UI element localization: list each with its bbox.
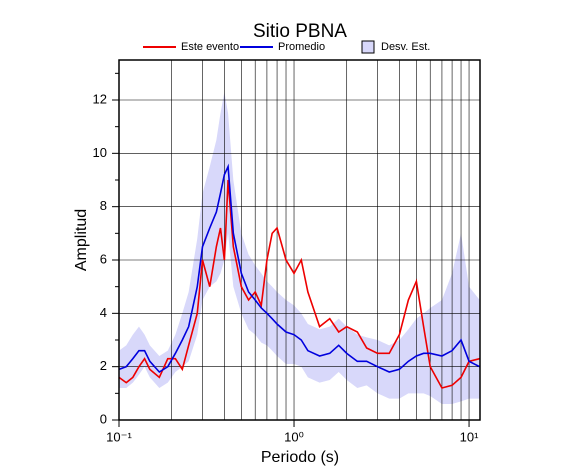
y-tick-label: 0 <box>100 411 107 426</box>
y-axis-label: Amplitud <box>73 209 90 271</box>
x-axis-label: Periodo (s) <box>261 449 339 466</box>
series-line <box>118 179 480 389</box>
chart-title: Sitio PBNA <box>253 21 347 42</box>
x-tick-label: 10⁻¹ <box>106 429 132 444</box>
y-tick-label: 8 <box>100 198 107 213</box>
x-tick-label: 10¹ <box>460 429 479 444</box>
y-tick-label: 6 <box>100 251 107 266</box>
legend-label: Desv. Est. <box>381 41 430 53</box>
legend-swatch <box>361 40 375 54</box>
std-band <box>119 92 480 404</box>
x-tick-label: 10⁰ <box>284 429 304 444</box>
y-tick-label: 2 <box>100 358 107 373</box>
series-line <box>118 163 481 374</box>
y-tick-label: 12 <box>93 91 107 106</box>
legend-label: Promedio <box>278 41 325 53</box>
plot-frame <box>118 59 481 421</box>
y-tick-label: 10 <box>93 145 107 160</box>
y-tick-label: 4 <box>100 305 107 320</box>
legend-label: Este evento <box>181 41 239 53</box>
